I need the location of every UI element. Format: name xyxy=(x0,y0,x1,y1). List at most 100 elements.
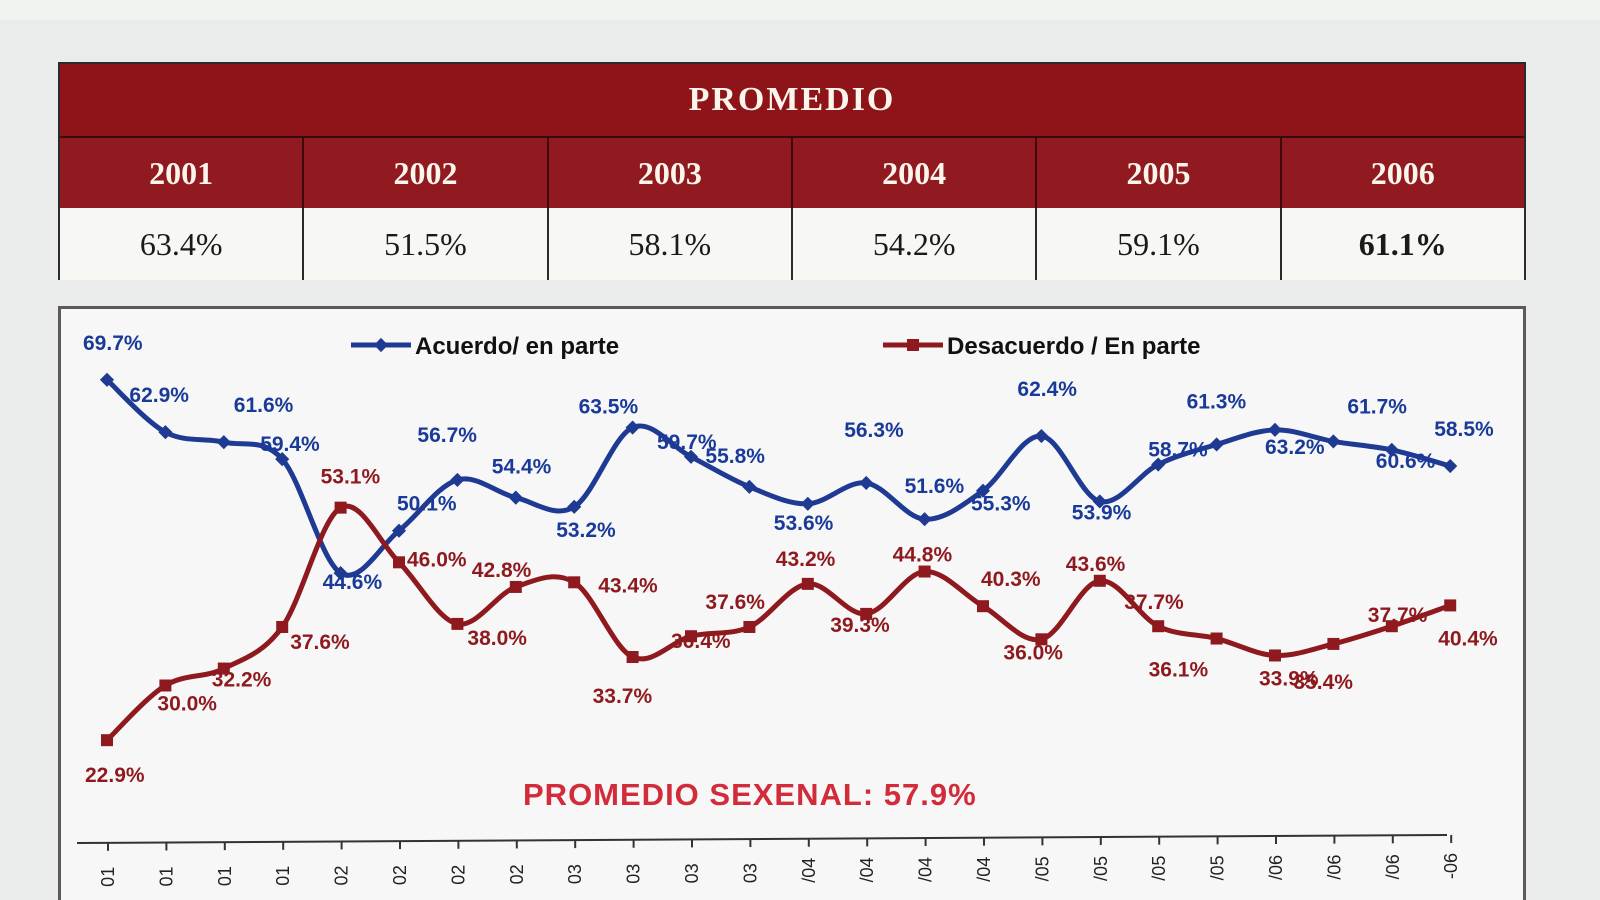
desacuerdo-point xyxy=(1327,637,1340,650)
data-labels: 69.7% 62.9% 61.6% 59.4% 44.6% 50.1% 56.7% 54.4%… xyxy=(83,332,1498,787)
desacuerdo-data-label: 37.6% xyxy=(290,631,350,654)
acuerdo-point xyxy=(275,452,290,467)
acuerdo-point xyxy=(917,512,932,527)
acuerdo-series-line xyxy=(104,377,1453,578)
desacuerdo-data-label: 44.8% xyxy=(893,544,953,567)
x-tick-label: 03 xyxy=(740,863,760,883)
acuerdo-data-label: 60.6% xyxy=(1376,450,1436,473)
x-tick-label: 03 xyxy=(682,863,702,883)
desacuerdo-data-label: 36.0% xyxy=(1003,641,1063,664)
desacuerdo-point xyxy=(451,617,464,630)
acuerdo-data-label: 56.7% xyxy=(417,424,477,447)
desacuerdo-point xyxy=(1035,633,1048,646)
x-tick-label: 02 xyxy=(390,865,410,885)
desacuerdo-data-label: 40.3% xyxy=(981,568,1041,591)
value-cell: 54.2% xyxy=(793,208,1038,280)
acuerdo-data-label: 59.7% xyxy=(657,431,717,454)
acuerdo-data-label: 55.3% xyxy=(971,493,1031,516)
x-tick-label: /05 xyxy=(1149,856,1169,881)
x-tick-label: /04 xyxy=(857,857,877,882)
desacuerdo-point xyxy=(860,607,873,620)
acuerdo-point xyxy=(1267,422,1283,437)
desacuerdo-point xyxy=(101,734,113,747)
acuerdo-point xyxy=(1443,458,1458,474)
desacuerdo-data-label: 39.3% xyxy=(830,614,890,637)
x-tick-label: /06 xyxy=(1266,855,1286,880)
x-tick-label: 01 xyxy=(215,866,235,886)
acuerdo-point xyxy=(450,472,465,487)
acuerdo-point xyxy=(1209,437,1224,452)
acuerdo-data-label: 55.8% xyxy=(705,445,765,468)
desacuerdo-point xyxy=(801,577,814,590)
acuerdo-data-label: 51.6% xyxy=(905,475,965,498)
x-tick-label: /04 xyxy=(974,857,994,882)
x-tick-label: /04 xyxy=(916,857,936,882)
desacuerdo-point xyxy=(626,651,639,664)
legend-item: Acuerdo/ en parte xyxy=(351,333,619,360)
x-tick-label: /05 xyxy=(1091,856,1111,881)
legend-marker xyxy=(373,337,389,353)
acuerdo-data-label: 58.7% xyxy=(1148,439,1208,462)
acuerdo-point xyxy=(1384,442,1399,457)
summary-years-row: 2001 2002 2003 2004 2005 2006 xyxy=(60,138,1524,208)
desacuerdo-data-label: 42.8% xyxy=(472,559,532,582)
acuerdo-point xyxy=(158,425,173,440)
acuerdo-data-label: 53.6% xyxy=(774,512,834,535)
x-tick-label: /05 xyxy=(1032,856,1052,881)
x-tick-label: 03 xyxy=(565,864,585,884)
x-tick-label: 03 xyxy=(624,864,644,884)
x-axis-line xyxy=(76,834,1448,844)
acuerdo-point xyxy=(1326,434,1341,449)
sexenal-annotation: PROMEDIO SEXENAL: 57.9% xyxy=(523,777,977,812)
desacuerdo-data-label: 53.1% xyxy=(321,466,381,489)
desacuerdo-point xyxy=(568,576,581,589)
legend-label: Acuerdo/ en parte xyxy=(415,333,619,360)
desacuerdo-point xyxy=(918,565,931,578)
x-tick-label: /06 xyxy=(1383,854,1403,879)
x-tick-label: /06 xyxy=(1324,855,1344,880)
x-tick-label: /05 xyxy=(1208,855,1228,880)
desacuerdo-data-label: 35.4% xyxy=(1293,671,1353,694)
desacuerdo-data-label: 43.6% xyxy=(1066,553,1126,576)
x-tick-label: 01 xyxy=(273,866,293,886)
acuerdo-data-label: 61.7% xyxy=(1347,395,1407,418)
acuerdo-data-label: 53.2% xyxy=(556,519,616,542)
acuerdo-data-label: 62.4% xyxy=(1017,378,1077,401)
acuerdo-data-label: 62.9% xyxy=(129,384,189,407)
acuerdo-point xyxy=(975,483,991,498)
year-cell: 2002 xyxy=(304,138,549,208)
x-tick-label: 01 xyxy=(98,867,118,887)
value-cell: 51.5% xyxy=(304,208,549,280)
value-cell: 59.1% xyxy=(1037,208,1282,280)
acuerdo-point xyxy=(216,435,231,450)
year-cell: 2005 xyxy=(1037,138,1282,208)
acuerdo-data-label: 61.3% xyxy=(1187,390,1247,413)
acuerdo-point xyxy=(742,479,757,494)
desacuerdo-data-label: 37.7% xyxy=(1368,604,1428,627)
acuerdo-point xyxy=(99,372,115,387)
year-cell: 2001 xyxy=(60,138,305,208)
legend-item: Desacuerdo / En parte xyxy=(883,333,1200,360)
legend-label: Desacuerdo / En parte xyxy=(947,333,1200,360)
acuerdo-point xyxy=(391,523,407,538)
acuerdo-data-label: 69.7% xyxy=(83,332,143,355)
desacuerdo-data-label: 22.9% xyxy=(85,764,145,787)
acuerdo-point xyxy=(683,449,699,464)
desacuerdo-data-label: 43.4% xyxy=(598,574,658,597)
acuerdo-data-label: 54.4% xyxy=(492,456,552,479)
desacuerdo-data-label: 36.1% xyxy=(1149,659,1209,682)
year-cell: 2003 xyxy=(549,138,793,208)
series-points xyxy=(99,372,1458,747)
promedio-summary-table: PROMEDIO 2001 2002 2003 2004 2005 2006 6… xyxy=(58,62,1526,280)
desacuerdo-point xyxy=(685,630,697,643)
acuerdo-point xyxy=(1092,494,1107,509)
acuerdo-data-label: 63.5% xyxy=(579,396,639,419)
desacuerdo-data-label: 38.0% xyxy=(467,627,527,650)
acuerdo-point xyxy=(859,475,874,491)
desacuerdo-data-label: 33.7% xyxy=(593,685,653,708)
desacuerdo-data-label: 33.9% xyxy=(1259,667,1319,690)
year-cell: 2004 xyxy=(793,138,1038,208)
desacuerdo-data-label: 36.4% xyxy=(671,630,731,653)
acuerdo-data-label: 61.6% xyxy=(234,394,294,417)
desacuerdo-point xyxy=(509,580,522,593)
